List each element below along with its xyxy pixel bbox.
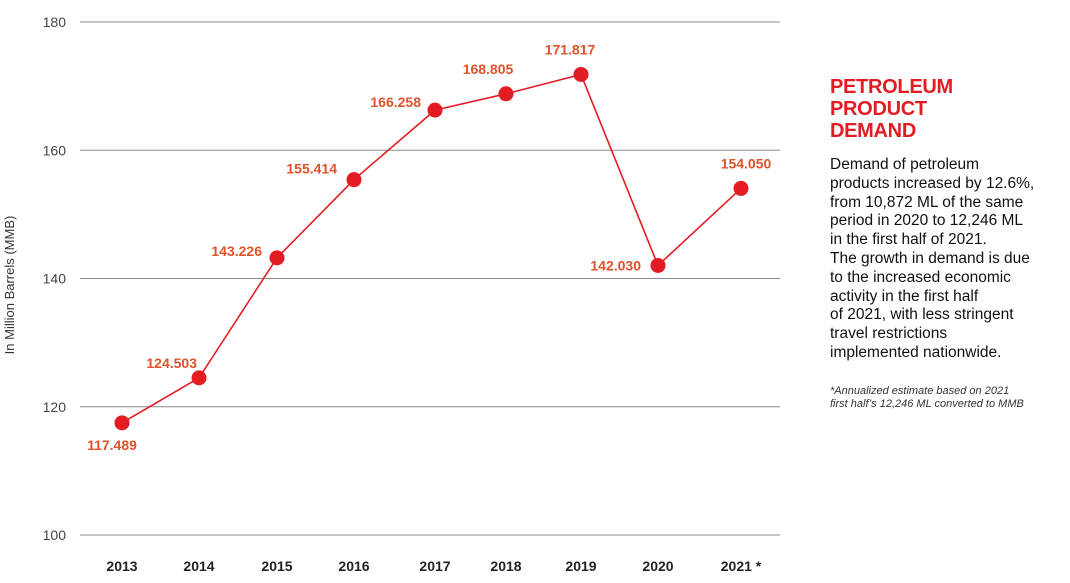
data-point: [269, 250, 285, 266]
side-panel-body-line: period in 2020 to 12,246 ML: [830, 212, 1024, 230]
side-panel-body-line: activity in the first half: [830, 287, 979, 305]
data-point: [573, 66, 589, 82]
side-panel: PETROLEUM PRODUCT DEMAND Demand of petrole…: [830, 76, 1062, 411]
y-tick-label: 140: [43, 271, 67, 287]
side-panel-body-line: of 2021, with less stringent: [830, 306, 1014, 324]
x-axis-ticks: 2013 2014 2015 2016 2017 2018 2019 2020 2021 *: [106, 558, 761, 574]
footnote-line: first half’s 12,246 ML converted to MMB: [830, 397, 1024, 410]
side-panel-body-line: The growth in demand is due: [830, 249, 1030, 267]
y-tick-label: 120: [43, 399, 67, 415]
data-label: 171.817: [545, 41, 596, 57]
x-tick-label: 2021 *: [721, 558, 762, 574]
data-point: [733, 180, 749, 196]
side-panel-body-line: in the first half of 2021.: [830, 231, 987, 249]
x-tick-label: 2016: [338, 558, 369, 574]
data-label: 155.414: [286, 161, 337, 177]
footnote-line: *Annualized estimate based on 2021: [830, 384, 1010, 397]
x-tick-label: 2015: [261, 558, 292, 574]
data-point: [427, 102, 443, 118]
side-panel-body-line: travel restrictions: [830, 325, 948, 343]
side-panel-title-line: DEMAND: [830, 120, 916, 142]
data-label: 143.226: [211, 243, 262, 259]
footnote: *Annualized estimate based on 2021 first…: [830, 385, 1062, 411]
data-labels: 117.489 124.503 143.226 155.414 166.258 168.8…: [87, 41, 771, 452]
data-point: [650, 257, 666, 273]
x-tick-label: 2019: [565, 558, 596, 574]
data-label: 168.805: [463, 61, 514, 77]
x-tick-label: 2013: [106, 558, 137, 574]
data-label: 117.489: [87, 437, 137, 453]
side-panel-body-line: to the increased economic: [830, 268, 1011, 286]
x-tick-label: 2017: [419, 558, 450, 574]
y-axis-label: In Million Barrels (MMB): [2, 216, 17, 355]
side-panel-title-line: PETROLEUM: [830, 76, 953, 98]
data-label: 154.050: [721, 155, 772, 171]
y-axis-ticks: 100 120 140 160 180: [43, 14, 67, 543]
data-point: [498, 86, 514, 102]
data-label: 166.258: [370, 94, 421, 110]
side-panel-body-line: from 10,872 ML of the same: [830, 193, 1024, 211]
data-point: [191, 370, 207, 386]
y-tick-label: 160: [43, 142, 67, 158]
side-panel-title: PETROLEUM PRODUCT DEMAND: [830, 76, 1062, 142]
side-panel-body-line: Demand of petroleum: [830, 156, 980, 173]
x-tick-label: 2014: [183, 558, 214, 574]
data-points: [114, 66, 749, 431]
data-point: [346, 172, 362, 188]
data-label: 124.503: [146, 355, 197, 371]
x-tick-label: 2018: [490, 558, 521, 574]
side-panel-body-line: products increased by 12.6%,: [830, 174, 1035, 192]
y-tick-label: 180: [43, 14, 67, 30]
y-tick-label: 100: [43, 527, 67, 543]
side-panel-body: Demand of petroleum products increased by…: [830, 156, 1062, 363]
side-panel-title-line: PRODUCT: [830, 98, 927, 120]
data-label: 142.030: [590, 257, 641, 273]
data-point: [114, 415, 130, 431]
side-panel-body-line: implemented nationwide.: [830, 343, 1002, 361]
x-tick-label: 2020: [642, 558, 673, 574]
gridlines: [80, 21, 780, 536]
line-chart: 100 120 140 160 180 In Million Barrels (MMB)…: [2, 14, 780, 574]
